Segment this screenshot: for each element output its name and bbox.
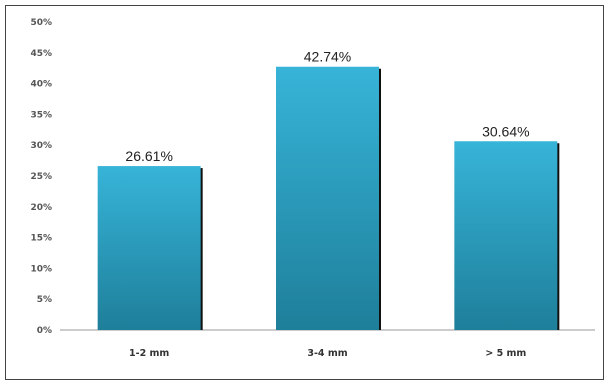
bar-shadow — [556, 143, 560, 330]
bar-data-label: 26.61% — [125, 148, 172, 164]
y-tick-label: 0% — [37, 326, 52, 336]
y-tick-label: 20% — [30, 203, 52, 213]
category-label: > 5 mm — [485, 348, 526, 359]
bar-data-label: 42.74% — [304, 49, 351, 65]
bar-shadow — [378, 68, 381, 330]
y-tick-label: 45% — [30, 49, 52, 59]
y-tick-label: 40% — [30, 80, 52, 90]
bar — [276, 66, 379, 330]
category-label: 3-4 mm — [307, 348, 347, 359]
y-axis-tick-labels: 0% 5% 10% 15% 20% 25% 30% 35% 40% 45% 50% — [30, 18, 52, 336]
data-labels: 26.61% 42.74% 30.64% — [125, 49, 529, 164]
category-label: 1-2 mm — [129, 348, 169, 359]
bar-shadow — [199, 168, 203, 330]
y-tick-label: 15% — [30, 234, 52, 244]
bar — [454, 141, 558, 330]
y-tick-label: 10% — [30, 264, 52, 274]
category-labels: 1-2 mm 3-4 mm > 5 mm — [129, 348, 526, 359]
y-tick-label: 25% — [30, 172, 52, 182]
bars — [97, 66, 560, 330]
y-tick-label: 50% — [30, 18, 52, 28]
y-tick-label: 30% — [30, 141, 52, 151]
bar-data-label: 30.64% — [482, 123, 529, 139]
y-tick-label: 35% — [30, 110, 52, 120]
y-tick-label: 5% — [37, 295, 52, 305]
bar — [97, 166, 201, 330]
